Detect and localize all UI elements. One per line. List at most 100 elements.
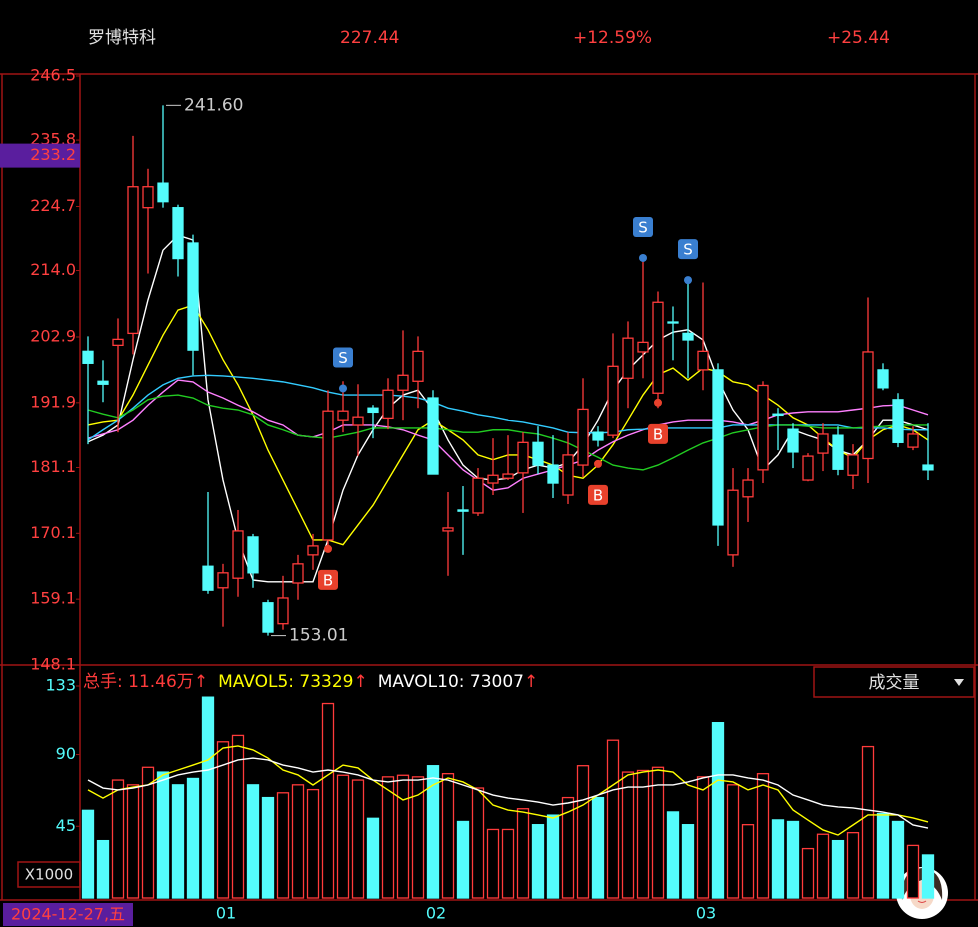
x-tick-label: 01: [216, 904, 236, 923]
change: +25.44: [827, 28, 890, 48]
signal-badge: [588, 484, 608, 505]
unit-label: X1000: [25, 866, 73, 884]
stock-name: 罗博特科: [88, 28, 156, 48]
volume-bar: [561, 796, 575, 899]
candle-body: [487, 474, 499, 484]
volume-bar: [606, 739, 620, 899]
candle-body: [787, 428, 799, 453]
volume-bar: [696, 776, 710, 899]
volume-bar: [81, 809, 95, 899]
volume-bar: [846, 831, 860, 899]
stock-price: 227.44: [340, 28, 399, 48]
signal-badge: [648, 423, 668, 444]
signal-label: B: [593, 486, 603, 504]
candle-body: [382, 389, 394, 420]
candle-body: [907, 433, 919, 448]
signal-label: S: [638, 218, 648, 236]
candle-body: [397, 374, 409, 391]
candle-body: [877, 369, 889, 389]
volume-bar: [201, 696, 215, 899]
volume-bar: [876, 812, 890, 899]
volume-bar: [366, 817, 380, 899]
candle-body: [202, 565, 214, 591]
volume-bar: [576, 765, 590, 899]
volume-bar: [141, 766, 155, 899]
volume-bar: [801, 847, 815, 899]
candle-body: [592, 431, 604, 441]
volume-bar: [906, 844, 920, 899]
volume-bar: [591, 796, 605, 899]
candle-body: [892, 399, 904, 443]
candle-body: [112, 338, 124, 347]
price-marker: 233.2: [30, 145, 76, 164]
volume-bar: [921, 854, 935, 899]
volume-bar: [501, 828, 515, 899]
candle-body: [232, 530, 244, 579]
y-tick-label: 90: [56, 744, 76, 763]
candle-body: [472, 477, 484, 514]
y-tick-label: 191.9: [30, 392, 76, 411]
legend-arrow: ↑: [524, 672, 538, 692]
mavol-line: [87, 757, 929, 829]
volume-bar: [486, 828, 500, 899]
legend-arrow: ↑: [353, 672, 367, 692]
volume-bar: [216, 741, 230, 899]
signal-badge: [333, 347, 353, 368]
candle-body: [622, 337, 634, 379]
volume-bar: [816, 833, 830, 899]
y-tick-label: 246.5: [30, 66, 76, 85]
candle-body: [247, 536, 259, 574]
volume-bar: [126, 784, 140, 899]
legend-arrow: ↑: [194, 672, 208, 692]
candle-body: [262, 602, 274, 633]
y-tick-label: 45: [56, 816, 76, 835]
high-label: 241.60: [184, 95, 243, 115]
candle-body: [712, 369, 724, 526]
candle-body: [862, 351, 874, 460]
indicator-name[interactable]: 成交量: [869, 673, 920, 693]
legend-item: 总手: 11.46万: [83, 672, 194, 692]
candle-body: [772, 413, 784, 417]
candle-body: [667, 321, 679, 324]
volume-bar: [321, 702, 335, 899]
volume-bar: [306, 788, 320, 899]
candle-body: [412, 350, 424, 382]
candle-body: [607, 365, 619, 436]
signal-dot: [324, 544, 332, 553]
volume-bar: [666, 811, 680, 899]
volume-bar: [831, 839, 845, 899]
volume-bar: [441, 773, 455, 899]
candle-body: [307, 545, 319, 556]
candle-body: [547, 464, 559, 484]
price-marker-bg: [0, 143, 80, 168]
volume-bar: [861, 745, 875, 899]
candle-body: [187, 242, 199, 351]
signal-label: B: [323, 571, 333, 589]
volume-bar: [351, 779, 365, 899]
volume-bar: [756, 773, 770, 899]
unit-box: [17, 861, 81, 888]
frame: [0, 73, 978, 901]
volume-bar: [291, 784, 305, 899]
signal-dot: [639, 253, 647, 262]
candle-body: [742, 479, 754, 498]
change-pct: +12.59%: [573, 28, 652, 48]
volume-legend: 总手: 11.46万↑ MAVOL5: 73329↑ MAVOL10: 73007↑: [83, 672, 538, 692]
y-tick-label: 224.7: [30, 196, 76, 215]
y-tick-label: 181.1: [30, 457, 76, 476]
signal-dot: [654, 398, 662, 407]
dropdown-arrow[interactable]: [954, 679, 964, 686]
candle-body: [127, 186, 139, 335]
volume-bar: [681, 824, 695, 899]
volume-bar: [891, 820, 905, 899]
y-tick-label: 214.0: [30, 260, 76, 279]
candle-body: [322, 410, 334, 541]
candle-body: [337, 410, 349, 421]
y-tick-label: 133: [45, 676, 76, 695]
volume-bar: [231, 734, 245, 899]
indicator-box[interactable]: [813, 666, 975, 698]
y-tick-label: 148.1: [30, 655, 76, 674]
date-label-bg: [3, 903, 133, 926]
volume-bar: [711, 722, 725, 899]
